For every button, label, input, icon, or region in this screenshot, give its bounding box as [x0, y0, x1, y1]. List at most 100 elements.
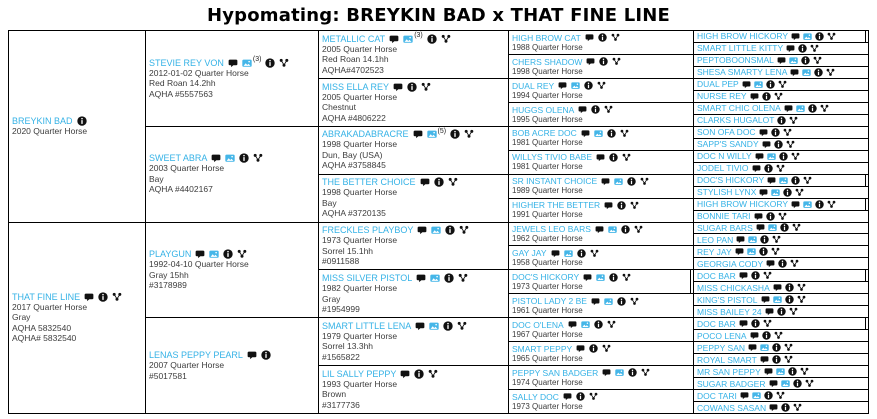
horse-name-link[interactable]: MR SAN PEPPY — [697, 366, 761, 377]
comment-icon[interactable] — [773, 283, 782, 292]
horse-name-link[interactable]: SR INSTANT CHOICE — [512, 176, 598, 187]
info-icon[interactable] — [444, 273, 454, 283]
info-icon[interactable] — [609, 153, 618, 162]
info-icon[interactable] — [770, 128, 780, 137]
comment-icon[interactable] — [563, 392, 572, 401]
horse-name-link[interactable]: SUGAR BARS — [697, 222, 753, 233]
info-icon[interactable] — [785, 283, 794, 293]
info-icon[interactable] — [766, 80, 775, 89]
comment-icon[interactable] — [784, 104, 793, 113]
info-icon[interactable] — [784, 295, 794, 305]
comment-icon[interactable] — [748, 343, 757, 352]
horse-name-link[interactable]: HIGH BROW HICKORY — [697, 199, 788, 210]
comment-icon[interactable] — [754, 212, 763, 221]
comment-icon[interactable] — [601, 177, 610, 186]
pedigree-icon[interactable] — [590, 249, 599, 258]
info-icon[interactable] — [758, 247, 768, 257]
comment-icon[interactable] — [766, 259, 775, 268]
comment-icon[interactable] — [777, 56, 786, 65]
horse-name-link[interactable]: DOC'S HICKORY — [697, 175, 765, 186]
pedigree-icon[interactable] — [810, 44, 819, 53]
pedigree-icon[interactable] — [789, 116, 798, 125]
pedigree-icon[interactable] — [784, 343, 793, 352]
pedigree-icon[interactable] — [604, 105, 613, 114]
photos-icon[interactable] — [426, 129, 437, 139]
photos-icon[interactable] — [604, 297, 613, 306]
pedigree-icon[interactable] — [763, 271, 772, 280]
photos-icon[interactable] — [608, 225, 617, 234]
comment-icon[interactable] — [576, 344, 585, 353]
horse-name-link[interactable]: DOC N WILLY — [697, 151, 752, 162]
comment-icon[interactable] — [735, 247, 744, 256]
pedigree-icon[interactable] — [421, 82, 431, 92]
comment-icon[interactable] — [228, 58, 238, 68]
info-icon[interactable] — [760, 235, 769, 245]
horse-name-link[interactable]: SMART LITTLE KITTY — [697, 43, 784, 54]
comment-icon[interactable] — [759, 128, 768, 137]
comment-icon[interactable] — [415, 321, 425, 331]
pedigree-icon[interactable] — [112, 292, 122, 302]
comment-icon[interactable] — [756, 223, 765, 232]
info-icon[interactable] — [576, 392, 585, 401]
photos-icon[interactable] — [242, 58, 252, 68]
pedigree-icon[interactable] — [772, 235, 781, 244]
comment-icon[interactable] — [769, 379, 778, 388]
horse-name-link[interactable]: LIL SALLY PEPPY — [322, 368, 397, 379]
info-icon[interactable] — [801, 56, 810, 65]
pedigree-icon[interactable] — [597, 81, 606, 90]
info-icon[interactable] — [407, 81, 417, 92]
comment-icon[interactable] — [596, 153, 605, 162]
horse-name-link[interactable]: DOC BAR — [697, 318, 736, 329]
comment-icon[interactable] — [389, 34, 399, 44]
horse-name-link[interactable]: DOC O'LENA — [512, 319, 564, 330]
pedigree-icon[interactable] — [791, 152, 800, 161]
horse-name-link[interactable]: CLARKS HUGALOT — [697, 115, 775, 126]
pedigree-icon[interactable] — [795, 188, 804, 197]
info-icon[interactable] — [433, 177, 444, 187]
info-icon[interactable] — [223, 249, 234, 259]
info-icon[interactable] — [450, 129, 460, 140]
comment-icon[interactable] — [791, 200, 800, 209]
pedigree-icon[interactable] — [763, 319, 772, 328]
pedigree-icon[interactable] — [634, 225, 643, 234]
info-icon[interactable] — [584, 81, 593, 90]
horse-name-link[interactable]: ABRAKADABRACRE — [322, 129, 409, 140]
pedigree-icon[interactable] — [253, 153, 263, 163]
pedigree-icon[interactable] — [827, 200, 836, 209]
info-icon[interactable] — [427, 34, 437, 44]
comment-icon[interactable] — [413, 129, 423, 139]
pedigree-icon[interactable] — [622, 153, 631, 162]
info-icon[interactable] — [792, 379, 802, 388]
horse-name-link[interactable]: PLAYGUN — [149, 249, 192, 260]
comment-icon[interactable] — [420, 177, 430, 187]
horse-name-link[interactable]: BREYKIN BAD — [12, 116, 73, 126]
horse-name-link[interactable]: HIGH BROW CAT — [512, 32, 581, 43]
info-icon[interactable] — [598, 33, 607, 42]
photos-icon[interactable] — [594, 129, 603, 138]
pedigree-icon[interactable] — [611, 33, 620, 42]
pedigree-icon[interactable] — [640, 177, 649, 186]
comment-icon[interactable] — [764, 367, 773, 376]
horse-name-link[interactable]: THAT FINE LINE — [12, 291, 81, 302]
info-icon[interactable] — [808, 104, 817, 113]
horse-name-link[interactable]: BOB ACRE DOC — [512, 128, 577, 139]
horse-name-link[interactable]: STYLISH LYNX — [697, 187, 757, 198]
pedigree-icon[interactable] — [464, 129, 474, 139]
photos-icon[interactable] — [803, 32, 812, 41]
horse-name-link[interactable]: POCO LENA — [697, 330, 747, 341]
comment-icon[interactable] — [742, 80, 751, 89]
horse-name-link[interactable]: LENAS PEPPY PEARL — [149, 350, 243, 361]
pedigree-icon[interactable] — [771, 247, 780, 256]
info-icon[interactable] — [773, 139, 783, 149]
photos-icon[interactable] — [746, 247, 756, 256]
pedigree-icon[interactable] — [459, 225, 469, 235]
horse-name-link[interactable]: SMART LITTLE LENA — [322, 320, 412, 331]
info-icon[interactable] — [443, 321, 453, 331]
photos-icon[interactable] — [209, 249, 220, 259]
comment-icon[interactable] — [769, 403, 778, 412]
info-icon[interactable] — [783, 187, 793, 197]
pedigree-icon[interactable] — [774, 92, 783, 101]
horse-name-link[interactable]: MISS BAILEY 24 — [697, 306, 762, 317]
photos-icon[interactable] — [614, 177, 623, 186]
pedigree-icon[interactable] — [237, 249, 247, 259]
